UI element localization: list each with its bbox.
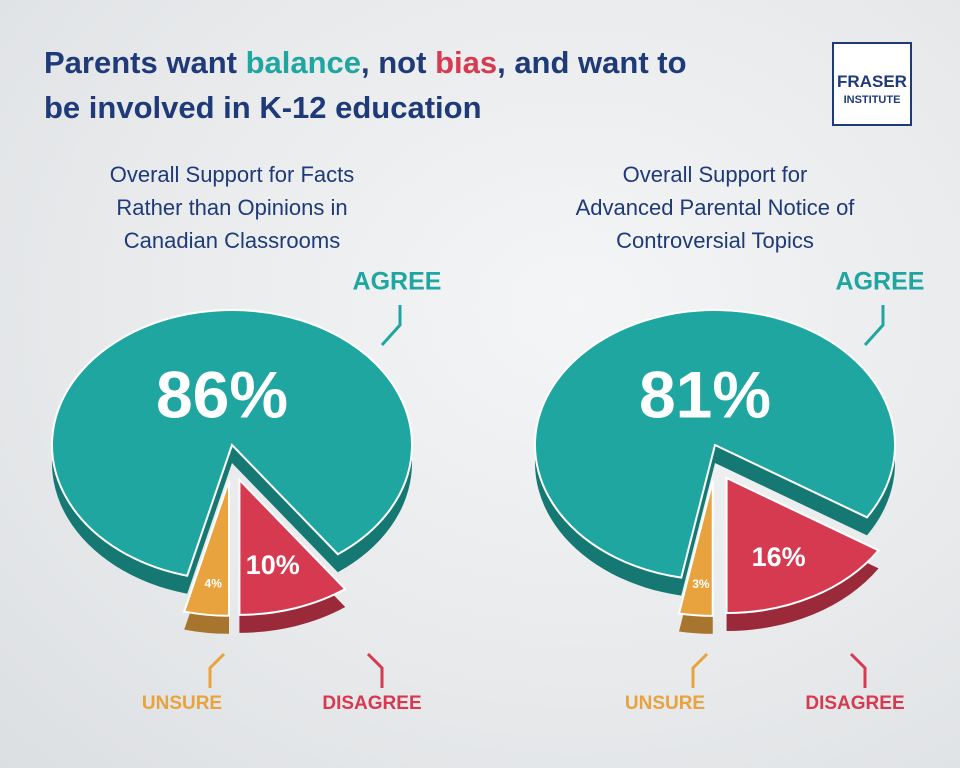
leader-line xyxy=(849,652,867,688)
leader-line xyxy=(691,652,709,688)
leader-line xyxy=(208,652,226,688)
slice-top xyxy=(725,476,881,615)
category-label: UNSURE xyxy=(625,693,705,714)
pie-slice xyxy=(725,476,881,632)
logo-text: FRASER xyxy=(837,72,907,91)
slice-top xyxy=(534,309,896,579)
category-label: DISAGREE xyxy=(322,693,421,714)
logo: FRASER INSTITUTE xyxy=(832,42,912,126)
category-label: UNSURE xyxy=(142,693,222,714)
headline-text: Parents want xyxy=(44,45,246,80)
slice-top xyxy=(51,309,413,577)
leader-line xyxy=(863,305,885,347)
headline-highlight: bias xyxy=(435,45,498,80)
chart-title: Overall Support for Advanced Parental No… xyxy=(575,162,855,253)
value-label: 81% xyxy=(639,357,771,431)
headline-text: , not xyxy=(361,45,436,80)
pie-slice xyxy=(51,309,413,594)
category-label: DISAGREE xyxy=(805,693,904,714)
logo-text: INSTITUTE xyxy=(843,94,901,106)
pie-slice xyxy=(534,309,896,596)
value-label: 3% xyxy=(692,577,710,591)
pie-slice xyxy=(238,477,347,633)
value-label: 10% xyxy=(246,550,300,580)
value-label: 86% xyxy=(156,357,288,431)
pie-slice xyxy=(677,480,714,634)
slice-top xyxy=(182,480,230,617)
slice-top xyxy=(238,477,347,616)
value-label: 4% xyxy=(205,577,223,591)
category-label: AGREE xyxy=(836,268,925,296)
pie-slice xyxy=(182,480,230,634)
headline-highlight: balance xyxy=(245,45,362,80)
leader-line xyxy=(366,652,384,688)
leader-line xyxy=(380,305,402,347)
value-label: 16% xyxy=(752,542,806,572)
headline-text: , and want to be involved in K-12 educat… xyxy=(44,45,687,125)
category-label: AGREE xyxy=(353,268,442,296)
chart-title: Overall Support for Facts Rather than Op… xyxy=(109,162,355,253)
slice-top xyxy=(677,480,714,617)
headline: Parents want balance, not bias, and want… xyxy=(44,40,804,130)
